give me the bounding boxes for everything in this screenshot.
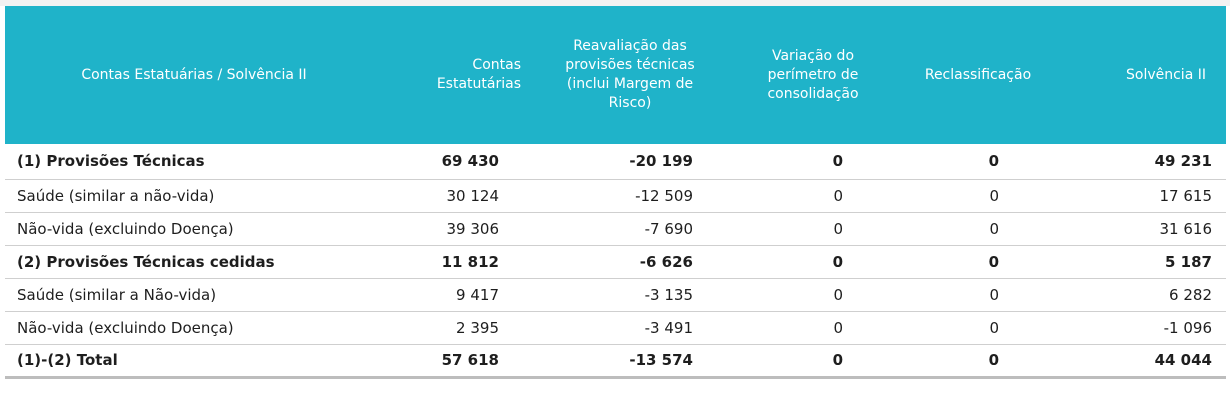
cell-contas-estatutarias: 39 306: [383, 212, 531, 246]
row-label: (2) Provisões Técnicas cedidas: [5, 245, 383, 279]
header-reavaliacao-provisoes: Reavaliação das provisões técnicas (incl…: [531, 6, 729, 144]
header-reavaliacao-provisoes-text: Reavaliação das provisões técnicas (incl…: [565, 38, 695, 111]
table-header: Contas Estatuárias / Solvência II Contas…: [5, 6, 1226, 144]
cell-variacao-perimetro: 0: [729, 179, 897, 213]
table-row: (1) Provisões Técnicas 69 430 -20 199 0 …: [5, 144, 1226, 180]
cell-reclassificacao: 0: [897, 179, 1059, 213]
cell-reclassificacao: 0: [897, 212, 1059, 246]
cell-reavaliacao: -6 626: [531, 245, 729, 279]
cell-reavaliacao: -12 509: [531, 179, 729, 213]
header-contas-estatutarias-text: Contas Estatutárias: [436, 57, 521, 92]
cell-solvencia-ii: 44 044: [1059, 344, 1226, 379]
cell-solvencia-ii: -1 096: [1059, 311, 1226, 345]
cell-solvencia-ii: 5 187: [1059, 245, 1226, 279]
cell-reclassificacao: 0: [897, 245, 1059, 279]
cell-variacao-perimetro: 0: [729, 144, 897, 180]
solvency-reconciliation-table: Contas Estatuárias / Solvência II Contas…: [5, 6, 1226, 379]
cell-contas-estatutarias: 30 124: [383, 179, 531, 213]
cell-reclassificacao: 0: [897, 144, 1059, 180]
cell-variacao-perimetro: 0: [729, 311, 897, 345]
table-body: (1) Provisões Técnicas 69 430 -20 199 0 …: [5, 144, 1226, 379]
header-variacao-perimetro: Variação do perímetro de consolidação: [729, 6, 897, 144]
cell-reavaliacao: -20 199: [531, 144, 729, 180]
table-row: Saúde (similar a Não-vida) 9 417 -3 135 …: [5, 278, 1226, 312]
cell-reavaliacao: -3 491: [531, 311, 729, 345]
cell-solvencia-ii: 49 231: [1059, 144, 1226, 180]
cell-reclassificacao: 0: [897, 344, 1059, 379]
top-rule: [0, 0, 1230, 6]
header-variacao-perimetro-text: Variação do perímetro de consolidação: [767, 47, 859, 102]
header-contas-estatuarias-solvencia: Contas Estatuárias / Solvência II: [5, 6, 383, 144]
cell-variacao-perimetro: 0: [729, 278, 897, 312]
cell-variacao-perimetro: 0: [729, 344, 897, 379]
cell-contas-estatutarias: 69 430: [383, 144, 531, 180]
cell-solvencia-ii: 6 282: [1059, 278, 1226, 312]
cell-reclassificacao: 0: [897, 278, 1059, 312]
cell-solvencia-ii: 31 616: [1059, 212, 1226, 246]
table-row: (2) Provisões Técnicas cedidas 11 812 -6…: [5, 245, 1226, 279]
cell-solvencia-ii: 17 615: [1059, 179, 1226, 213]
table-row-total: (1)-(2) Total 57 618 -13 574 0 0 44 044: [5, 344, 1226, 379]
cell-contas-estatutarias: 11 812: [383, 245, 531, 279]
row-label: Saúde (similar a não-vida): [5, 179, 383, 213]
cell-variacao-perimetro: 0: [729, 245, 897, 279]
row-label: Não-vida (excluindo Doença): [5, 212, 383, 246]
table-row: Não-vida (excluindo Doença) 2 395 -3 491…: [5, 311, 1226, 345]
header-contas-estatutarias: Contas Estatutárias: [383, 6, 531, 144]
cell-reavaliacao: -13 574: [531, 344, 729, 379]
header-row: Contas Estatuárias / Solvência II Contas…: [5, 6, 1226, 144]
cell-contas-estatutarias: 57 618: [383, 344, 531, 379]
table-row: Saúde (similar a não-vida) 30 124 -12 50…: [5, 179, 1226, 213]
row-label: (1)-(2) Total: [5, 344, 383, 379]
row-label: Saúde (similar a Não-vida): [5, 278, 383, 312]
cell-contas-estatutarias: 2 395: [383, 311, 531, 345]
cell-variacao-perimetro: 0: [729, 212, 897, 246]
header-reclassificacao: Reclassificação: [897, 6, 1059, 144]
cell-contas-estatutarias: 9 417: [383, 278, 531, 312]
row-label: Não-vida (excluindo Doença): [5, 311, 383, 345]
row-label: (1) Provisões Técnicas: [5, 144, 383, 180]
table-row: Não-vida (excluindo Doença) 39 306 -7 69…: [5, 212, 1226, 246]
cell-reclassificacao: 0: [897, 311, 1059, 345]
cell-reavaliacao: -3 135: [531, 278, 729, 312]
header-solvencia-ii: Solvência II: [1059, 6, 1226, 144]
cell-reavaliacao: -7 690: [531, 212, 729, 246]
